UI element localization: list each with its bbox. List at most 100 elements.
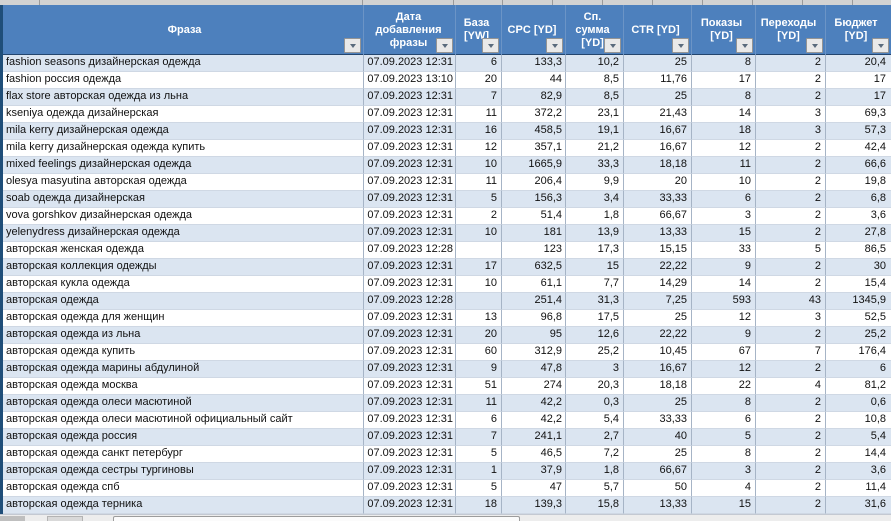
cell-ctr[interactable]: 40 bbox=[624, 429, 692, 446]
cell-imp[interactable]: 14 bbox=[692, 276, 756, 293]
cell-ctr[interactable]: 50 bbox=[624, 480, 692, 497]
table-row[interactable]: авторская одежда для женщин 07.09.2023 12… bbox=[3, 310, 891, 327]
cell-avg[interactable]: 13,9 bbox=[566, 225, 624, 242]
cell-phrase[interactable]: авторская одежда из льна bbox=[3, 327, 364, 344]
cell-date[interactable]: 07.09.2023 12:31 bbox=[364, 497, 456, 514]
cell-phrase[interactable]: авторская одежда терника bbox=[3, 497, 364, 514]
cell-date[interactable]: 07.09.2023 12:31 bbox=[364, 412, 456, 429]
cell-clicks[interactable]: 2 bbox=[756, 412, 826, 429]
column-header-phrase[interactable]: Фраза bbox=[3, 5, 364, 55]
cell-clicks[interactable]: 2 bbox=[756, 174, 826, 191]
cell-budget[interactable]: 20,4 bbox=[826, 55, 891, 72]
cell-imp[interactable]: 12 bbox=[692, 140, 756, 157]
cell-cpc[interactable]: 357,1 bbox=[502, 140, 566, 157]
cell-phrase[interactable]: авторская одежда олеси масютиной официал… bbox=[3, 412, 364, 429]
cell-phrase[interactable]: mila kerry дизайнерская одежда bbox=[3, 123, 364, 140]
cell-base[interactable]: 5 bbox=[456, 446, 502, 463]
cell-base[interactable]: 20 bbox=[456, 327, 502, 344]
cell-clicks[interactable]: 2 bbox=[756, 225, 826, 242]
cell-cpc[interactable]: 123 bbox=[502, 242, 566, 259]
cell-budget[interactable]: 66,6 bbox=[826, 157, 891, 174]
table-row[interactable]: soab одежда дизайнерская 07.09.2023 12:31… bbox=[3, 191, 891, 208]
cell-imp[interactable]: 8 bbox=[692, 89, 756, 106]
cell-avg[interactable]: 23,1 bbox=[566, 106, 624, 123]
column-header-date[interactable]: Дата добавления фразы bbox=[364, 5, 456, 55]
cell-phrase[interactable]: авторская одежда санкт петербург bbox=[3, 446, 364, 463]
cell-clicks[interactable]: 2 bbox=[756, 157, 826, 174]
cell-date[interactable]: 07.09.2023 12:31 bbox=[364, 259, 456, 276]
cell-budget[interactable]: 42,4 bbox=[826, 140, 891, 157]
cell-cpc[interactable]: 47 bbox=[502, 480, 566, 497]
cell-cpc[interactable]: 46,5 bbox=[502, 446, 566, 463]
table-row[interactable]: авторская одежда терника 07.09.2023 12:31… bbox=[3, 497, 891, 514]
cell-base[interactable]: 11 bbox=[456, 174, 502, 191]
cell-ctr[interactable]: 25 bbox=[624, 395, 692, 412]
cell-base[interactable]: 11 bbox=[456, 395, 502, 412]
filter-dropdown-button[interactable] bbox=[736, 38, 753, 53]
cell-date[interactable]: 07.09.2023 12:31 bbox=[364, 140, 456, 157]
cell-budget[interactable]: 0,6 bbox=[826, 395, 891, 412]
cell-base[interactable]: 16 bbox=[456, 123, 502, 140]
cell-clicks[interactable]: 2 bbox=[756, 327, 826, 344]
cell-date[interactable]: 07.09.2023 12:31 bbox=[364, 106, 456, 123]
cell-ctr[interactable]: 22,22 bbox=[624, 259, 692, 276]
cell-base[interactable] bbox=[456, 293, 502, 310]
cell-base[interactable]: 11 bbox=[456, 106, 502, 123]
table-row[interactable]: авторская одежда олеси масютиной официал… bbox=[3, 412, 891, 429]
cell-base[interactable]: 2 bbox=[456, 208, 502, 225]
cell-cpc[interactable]: 37,9 bbox=[502, 463, 566, 480]
filter-dropdown-button[interactable] bbox=[604, 38, 621, 53]
cell-ctr[interactable]: 14,29 bbox=[624, 276, 692, 293]
table-row[interactable]: mila kerry дизайнерская одежда 07.09.2023… bbox=[3, 123, 891, 140]
cell-budget[interactable]: 25,2 bbox=[826, 327, 891, 344]
cell-base[interactable]: 18 bbox=[456, 497, 502, 514]
cell-budget[interactable]: 14,4 bbox=[826, 446, 891, 463]
cell-date[interactable]: 07.09.2023 12:31 bbox=[364, 310, 456, 327]
cell-avg[interactable]: 7,7 bbox=[566, 276, 624, 293]
cell-ctr[interactable]: 11,76 bbox=[624, 72, 692, 89]
cell-clicks[interactable]: 2 bbox=[756, 480, 826, 497]
filter-dropdown-button[interactable] bbox=[872, 38, 889, 53]
column-header-cpc[interactable]: CPC [YD] bbox=[502, 5, 566, 55]
cell-budget[interactable]: 1345,9 bbox=[826, 293, 891, 310]
cell-budget[interactable]: 6 bbox=[826, 361, 891, 378]
cell-base[interactable]: 60 bbox=[456, 344, 502, 361]
cell-date[interactable]: 07.09.2023 12:31 bbox=[364, 327, 456, 344]
table-row[interactable]: fashion россия одежда 07.09.2023 13:10 20 4… bbox=[3, 72, 891, 89]
cell-clicks[interactable]: 2 bbox=[756, 446, 826, 463]
cell-avg[interactable]: 0,3 bbox=[566, 395, 624, 412]
cell-ctr[interactable]: 33,33 bbox=[624, 412, 692, 429]
cell-phrase[interactable]: авторская одежда сестры тургиновы bbox=[3, 463, 364, 480]
cell-ctr[interactable]: 7,25 bbox=[624, 293, 692, 310]
table-row[interactable]: olesya masyutina авторская одежда 07.09.2… bbox=[3, 174, 891, 191]
filter-dropdown-button[interactable] bbox=[436, 38, 453, 53]
cell-avg[interactable]: 31,3 bbox=[566, 293, 624, 310]
cell-cpc[interactable]: 42,2 bbox=[502, 395, 566, 412]
cell-avg[interactable]: 8,5 bbox=[566, 89, 624, 106]
cell-base[interactable]: 17 bbox=[456, 259, 502, 276]
cell-date[interactable]: 07.09.2023 12:31 bbox=[364, 157, 456, 174]
cell-avg[interactable]: 5,7 bbox=[566, 480, 624, 497]
cell-avg[interactable]: 19,1 bbox=[566, 123, 624, 140]
cell-date[interactable]: 07.09.2023 12:31 bbox=[364, 89, 456, 106]
cell-cpc[interactable]: 458,5 bbox=[502, 123, 566, 140]
filter-dropdown-button[interactable] bbox=[672, 38, 689, 53]
cell-phrase[interactable]: авторская одежда марины абдулиной bbox=[3, 361, 364, 378]
cell-budget[interactable]: 6,8 bbox=[826, 191, 891, 208]
table-row[interactable]: авторская одежда из льна 07.09.2023 12:31… bbox=[3, 327, 891, 344]
cell-base[interactable]: 13 bbox=[456, 310, 502, 327]
cell-ctr[interactable]: 10,45 bbox=[624, 344, 692, 361]
cell-cpc[interactable]: 47,8 bbox=[502, 361, 566, 378]
cell-cpc[interactable]: 133,3 bbox=[502, 55, 566, 72]
table-row[interactable]: kseniya одежда дизайнерская 07.09.2023 12… bbox=[3, 106, 891, 123]
cell-imp[interactable]: 3 bbox=[692, 208, 756, 225]
cell-avg[interactable]: 2,7 bbox=[566, 429, 624, 446]
cell-avg[interactable]: 5,4 bbox=[566, 412, 624, 429]
filter-dropdown-button[interactable] bbox=[806, 38, 823, 53]
cell-clicks[interactable]: 2 bbox=[756, 361, 826, 378]
cell-avg[interactable]: 25,2 bbox=[566, 344, 624, 361]
cell-clicks[interactable]: 2 bbox=[756, 276, 826, 293]
cell-avg[interactable]: 21,2 bbox=[566, 140, 624, 157]
cell-avg[interactable]: 15 bbox=[566, 259, 624, 276]
cell-date[interactable]: 07.09.2023 12:31 bbox=[364, 191, 456, 208]
